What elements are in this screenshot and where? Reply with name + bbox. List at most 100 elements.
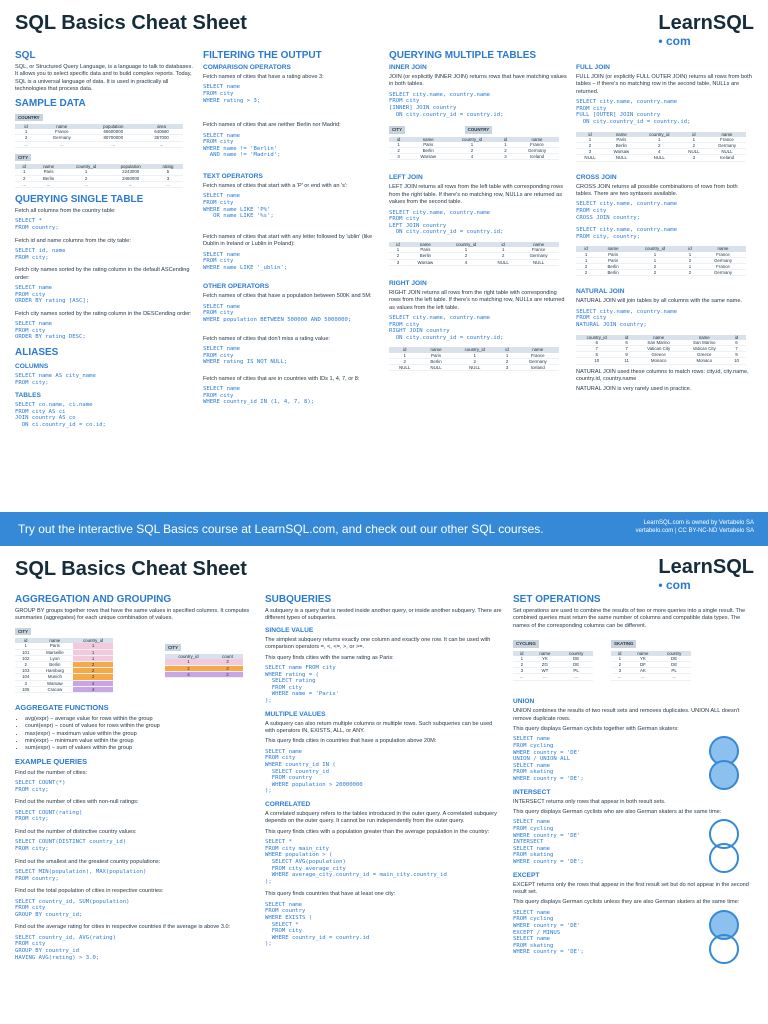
table-cell: Berlin <box>33 175 64 182</box>
banner-text[interactable]: Try out the interactive SQL Basics cours… <box>18 522 544 536</box>
table-header-cell: id <box>15 638 37 644</box>
table-header-cell: id <box>497 347 517 353</box>
table-cell: Iceland <box>515 153 559 161</box>
table-cell: Lyon <box>36 655 74 663</box>
table-cell: Greece <box>635 351 682 359</box>
table-cell: Munich <box>36 673 74 681</box>
table-row: 105 Cracow 4 <box>15 686 113 694</box>
natural-join-code: SELECT city.name, country.name FROM city… <box>576 308 678 328</box>
table-cell: 2 <box>451 358 498 366</box>
table-row: 7 7 Vatican City Vatican City 7 <box>576 345 746 353</box>
table-cell: 9 <box>617 351 636 359</box>
table-cell: DF <box>628 661 658 669</box>
table-cell: 1 <box>630 257 680 265</box>
cross-join-desc: CROSS JOIN returns all possible combinat… <box>576 183 738 198</box>
filter-desc-4: Fetch names of cities that start with an… <box>203 233 373 248</box>
table-cell: 6 <box>727 339 746 346</box>
table-header-cell: name <box>515 136 559 142</box>
full-join-table: id name country_id id name 1 Paris 1 1 France 2 Ber… <box>576 131 746 162</box>
table-cell: 2 <box>576 142 605 150</box>
table-header-cell: id <box>15 124 38 130</box>
table-cell: 80700000 <box>86 134 141 142</box>
func-sum: sum(expr) − sum of values within the gro… <box>25 745 253 752</box>
correlated-code: SELECT * FROM city main_city WHERE popul… <box>265 839 447 885</box>
except-venn-icon <box>705 909 751 966</box>
table-cell: 1 <box>443 247 489 254</box>
natural-join-heading: NATURAL JOIN <box>576 288 625 296</box>
table-cell: 2 <box>576 263 597 271</box>
table-header-row: id name country <box>513 650 593 656</box>
table-cell: 1 <box>15 169 34 176</box>
correlated-query-desc: This query finds cities with a populatio… <box>265 828 490 835</box>
table-cell: 101 <box>15 649 37 656</box>
table-header-row: country_id count <box>165 654 243 660</box>
promo-banner[interactable]: Try out the interactive SQL Basics cours… <box>0 512 768 546</box>
cycling-table: id name country 1 YK DE 2 ZG DE 3 WT PL......... <box>513 650 593 681</box>
filter-desc-3: Fetch names of cities that start with a … <box>203 182 348 189</box>
table-row: 3 Warsaw 4 NULL NULL <box>389 259 559 266</box>
table-cell: 640680 <box>140 129 183 136</box>
filter-code-6: SELECT name FROM city WHERE rating IS NO… <box>203 345 288 366</box>
table-cell: NULL <box>604 154 639 162</box>
intersect-desc: INTERSECT returns only rows that appear … <box>513 798 666 805</box>
learnsql-logo[interactable]: LearnSQL • com <box>658 556 754 592</box>
table-header-cell: name <box>596 246 631 252</box>
table-cell: NULL <box>638 154 680 162</box>
example-desc-6: Find out the average rating for cities i… <box>15 924 231 931</box>
table-cell: 1 <box>73 655 113 663</box>
table-cell: 4 <box>638 148 680 156</box>
learnsql-logo[interactable]: LearnSQL • com <box>658 12 754 48</box>
qst-code-3: SELECT name FROM city ORDER BY rating [A… <box>15 285 90 305</box>
table-header-cell: id <box>495 136 516 142</box>
table-cell: NULL <box>389 364 421 372</box>
inner-join-desc: JOIN (or explicitly INNER JOIN) returns … <box>389 74 567 88</box>
table-cell: 3 <box>497 364 517 372</box>
table-header-cell: population <box>108 164 153 170</box>
table-cell: Hamburg <box>36 667 74 675</box>
filter-desc-6: Fetch names of cities that don't miss a … <box>203 335 330 342</box>
table-header-cell: country_id <box>63 164 109 170</box>
table-cell: ... <box>513 673 531 681</box>
union-code: SELECT name FROM cycling WHERE country =… <box>513 736 584 782</box>
table-cell: Berlin <box>604 142 639 150</box>
table-cell: WT <box>530 667 560 675</box>
table-cell: Warsaw <box>408 153 449 161</box>
table-cell: Germany <box>700 257 746 265</box>
table-row: 1 Paris 1 1 France <box>576 136 746 143</box>
table-header-cell: id <box>576 131 605 137</box>
table-header-cell: name <box>518 242 559 248</box>
table-cell: 7 <box>576 345 618 353</box>
table-row: 6 6 San Marino San Marino 6 <box>576 339 746 346</box>
inner-join-heading: INNER JOIN <box>389 64 427 71</box>
table-header-row: id name country_id id name <box>389 347 559 353</box>
table-header-cell: country_id <box>630 246 680 252</box>
table-cell: Berlin <box>408 147 449 155</box>
table-cell: Monaco <box>681 357 728 365</box>
example-desc-2: Find out the number of cities with non-n… <box>15 799 139 806</box>
city-table-caption: CITY <box>15 153 32 162</box>
table-header-cell: name <box>36 638 74 644</box>
table-row: 1 Paris 1 1 France <box>389 352 559 359</box>
func-min: min(expr) − minimum value within the gro… <box>25 738 253 745</box>
table-cell: 1 <box>451 352 498 359</box>
table-cell: 10 <box>576 357 618 365</box>
table-header-cell: rating <box>153 164 183 170</box>
table-cell: 2 <box>443 252 489 260</box>
filter-code-4: SELECT name FROM city WHERE name LIKE '_… <box>203 251 288 271</box>
table-header-cell: id <box>389 347 421 353</box>
filter-code-5: SELECT name FROM city WHERE population B… <box>203 303 352 323</box>
table-header-cell: id <box>679 131 708 137</box>
table-header-row: id name country <box>611 650 691 656</box>
filter-code-3: SELECT name FROM city WHERE name LIKE 'P… <box>203 193 274 220</box>
table-row: 103 Hamburg 2 <box>15 667 113 675</box>
table-row: 2 Berlin 2 <box>15 661 113 669</box>
union-heading: UNION <box>513 698 535 706</box>
table-row: 2 Berlin 2 3460000 3 <box>15 175 183 182</box>
table-cell: Paris <box>604 136 639 143</box>
table-cell: 103 <box>15 667 37 675</box>
table-cell: 1 <box>576 136 605 143</box>
table-cell: Germany <box>518 252 559 260</box>
aggregation-desc: GROUP BY groups together rows that have … <box>15 608 250 622</box>
